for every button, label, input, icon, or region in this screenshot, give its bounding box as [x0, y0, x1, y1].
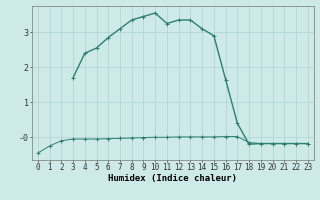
X-axis label: Humidex (Indice chaleur): Humidex (Indice chaleur) [108, 174, 237, 183]
